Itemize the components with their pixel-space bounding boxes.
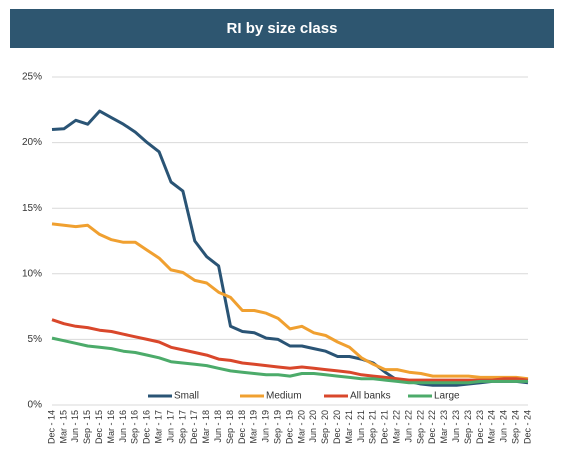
x-tick-label: Mar - 18 (201, 410, 211, 444)
x-tick-label: Jun - 19 (261, 410, 271, 443)
x-tick-label: Mar - 22 (391, 410, 401, 444)
x-tick-label: Dec - 20 (332, 410, 342, 444)
x-tick-label: Dec - 14 (46, 410, 56, 444)
x-tick-label: Jun - 24 (499, 410, 509, 443)
x-tick-label: Jun - 21 (356, 410, 366, 443)
title-bar (10, 9, 554, 48)
x-tick-label: Dec - 17 (189, 410, 199, 444)
x-tick-label: Sep - 15 (82, 410, 92, 444)
x-tick-label: Dec - 19 (284, 410, 294, 444)
series-line (51, 109, 529, 387)
x-tick-label: Dec - 16 (142, 410, 152, 444)
series-line (51, 336, 528, 385)
chart-title: RI by size class (227, 20, 338, 37)
x-tick-label: Jun - 22 (403, 410, 413, 443)
series-line (51, 222, 529, 381)
x-tick-label: Dec - 22 (427, 410, 437, 444)
x-tick-label: Sep - 19 (272, 410, 282, 444)
x-tick-label: Sep - 20 (320, 410, 330, 444)
x-tick-label: Jun - 15 (70, 410, 80, 443)
x-tick-label: Mar - 21 (344, 410, 354, 444)
x-tick-label: Mar - 17 (153, 410, 163, 444)
x-tick-label: Mar - 16 (106, 410, 116, 444)
x-tick-label: Mar - 19 (249, 410, 259, 444)
x-tick-label: Mar - 24 (487, 410, 497, 444)
x-tick-label: Dec - 15 (94, 410, 104, 444)
y-tick-label: 0% (28, 400, 43, 411)
x-tick-label: Jun - 16 (118, 410, 128, 443)
legend-label: Large (434, 391, 460, 402)
x-tick-label: Sep - 17 (177, 410, 187, 444)
x-tick-label: Sep - 16 (130, 410, 140, 444)
x-tick-label: Sep - 21 (368, 410, 378, 444)
x-tick-label: Sep - 23 (463, 410, 473, 444)
x-tick-label: Jun - 17 (165, 410, 175, 443)
legend-label: All banks (350, 391, 391, 402)
y-tick-label: 25% (22, 72, 42, 83)
series-line (51, 318, 529, 382)
x-tick-label: Mar - 23 (439, 410, 449, 444)
x-tick-label: Sep - 18 (225, 410, 235, 444)
x-tick-label: Sep - 22 (415, 410, 425, 444)
legend-label: Medium (266, 391, 302, 402)
x-tick-label: Jun - 18 (213, 410, 223, 443)
y-tick-label: 20% (22, 137, 42, 148)
y-tick-label: 10% (22, 268, 42, 279)
x-tick-label: Dec - 21 (380, 410, 390, 444)
x-tick-label: Dec - 24 (522, 410, 532, 444)
x-tick-label: Mar - 20 (296, 410, 306, 444)
x-tick-label: Mar - 15 (58, 410, 68, 444)
legend-label: Small (174, 391, 199, 402)
x-tick-label: Jun - 20 (308, 410, 318, 443)
x-tick-label: Dec - 23 (475, 410, 485, 444)
x-tick-label: Jun - 23 (451, 410, 461, 443)
y-tick-label: 15% (22, 203, 42, 214)
x-tick-label: Dec - 18 (237, 410, 247, 444)
y-tick-label: 5% (28, 334, 43, 345)
x-tick-label: Sep - 24 (510, 410, 520, 444)
